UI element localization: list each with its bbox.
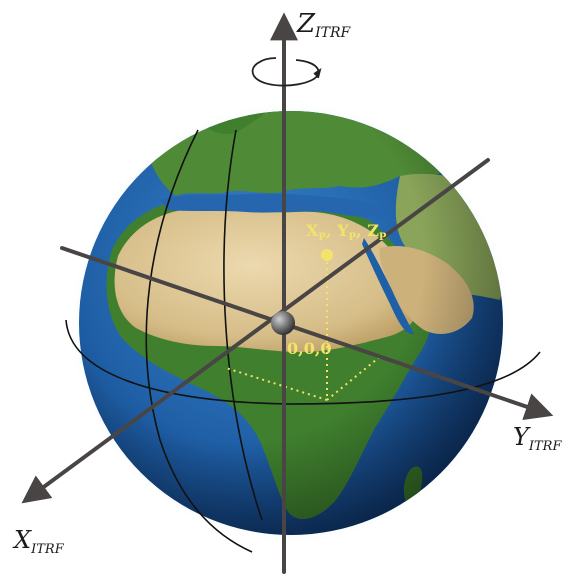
point-p: [321, 249, 333, 261]
x-axis: [21, 158, 490, 504]
x-axis-label: XITRF: [12, 526, 65, 557]
y-axis: [60, 246, 554, 421]
earth-globe: [79, 111, 503, 535]
rotation-arrow: [251, 57, 322, 87]
point-p-label: XP, YP, ZP: [306, 221, 387, 243]
y-axis-label: YITRF: [513, 423, 562, 454]
equator-line: [65, 319, 541, 405]
axes: [21, 12, 554, 574]
meridian-line-front: [223, 129, 263, 521]
z-axis-label: ZITRF: [296, 9, 351, 41]
origin-label: 0,0,0: [287, 339, 332, 358]
origin-sphere: [271, 311, 295, 335]
